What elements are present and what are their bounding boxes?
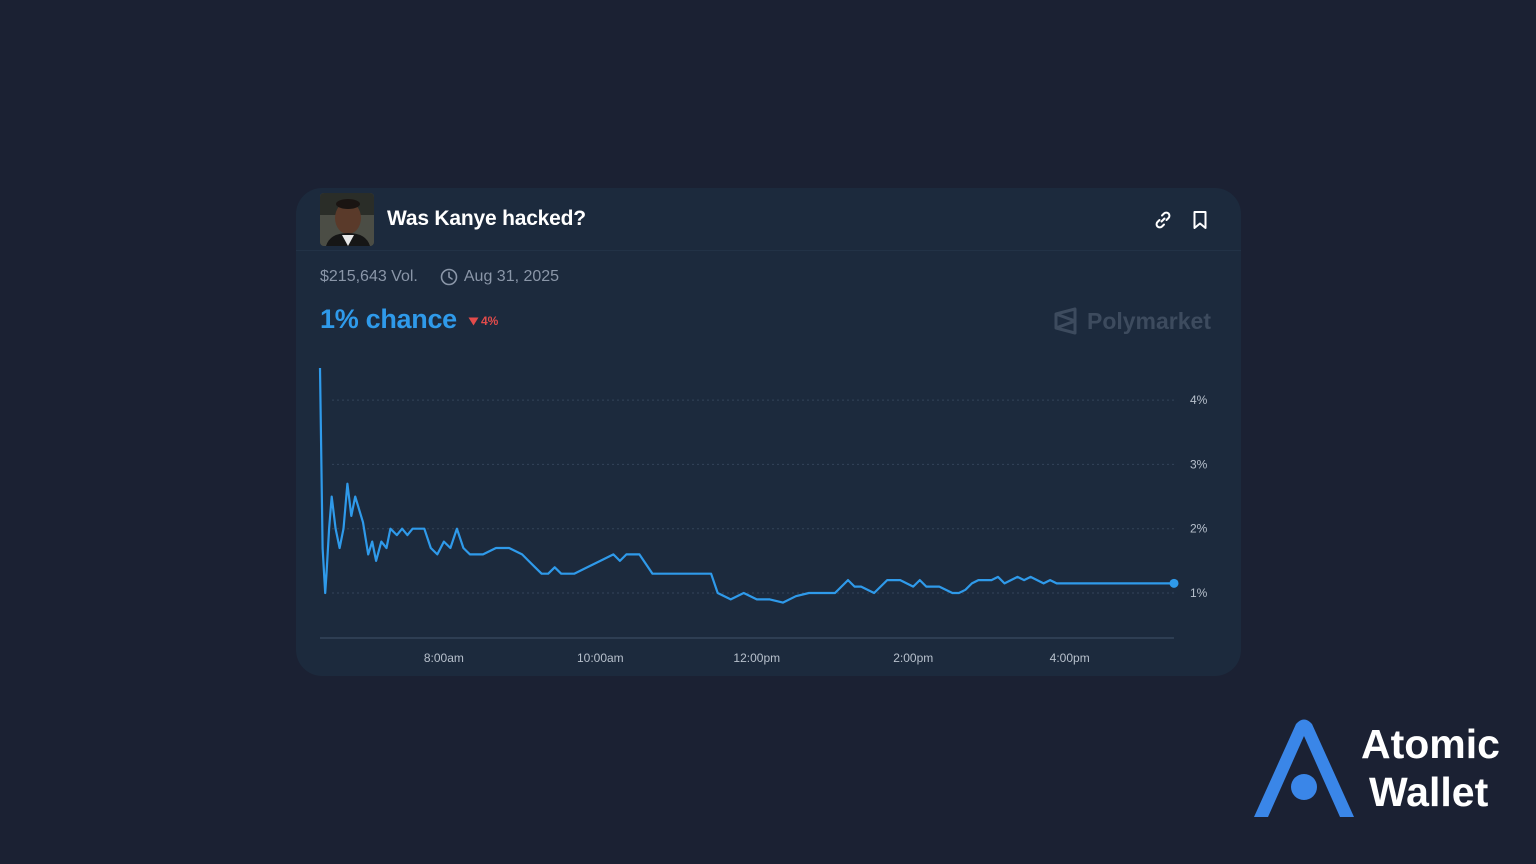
series-line [318, 367, 1174, 604]
change-value: 4% [481, 314, 499, 328]
clock-icon [440, 268, 458, 286]
card-header: Was Kanye hacked? [296, 188, 1241, 251]
avatar-portrait-icon [320, 193, 374, 246]
y-tick-label: 1% [1190, 586, 1208, 600]
polymarket-name: Polymarket [1086, 307, 1211, 334]
y-tick-label: 2% [1190, 522, 1208, 536]
x-tick-label: 12:00pm [733, 651, 780, 665]
atomic-wallet-logo-icon [1254, 719, 1354, 817]
market-title: Was Kanye hacked? [387, 207, 586, 230]
y-tick-label: 4% [1190, 393, 1208, 407]
price-chart: 1% 2% 3% 4% 8:00am 10:00am 12:00pm 2:00pm 4:00pm [318, 367, 1208, 665]
wordmark-line-1: Atomic [1361, 721, 1500, 767]
y-tick-label: 3% [1190, 457, 1208, 471]
bookmark-icon[interactable] [1188, 208, 1212, 232]
end-date-text: Aug 31, 2025 [463, 268, 560, 285]
x-tick-label: 8:00am [424, 651, 464, 665]
x-tick-label: 10:00am [577, 651, 624, 665]
market-avatar [320, 193, 374, 246]
down-triangle-icon [468, 317, 479, 325]
polymarket-brand: Polymarket [1053, 307, 1211, 335]
x-tick-label: 4:00pm [1050, 651, 1090, 665]
wordmark-line-2: Wallet [1369, 769, 1489, 815]
market-meta: $215,643 Vol. Aug 31, 2025 [320, 268, 559, 286]
x-tick-label: 2:00pm [893, 651, 933, 665]
volume-text: $215,643 Vol. [320, 268, 418, 285]
polymarket-logo-icon [1054, 307, 1077, 335]
change-badge: 4% [468, 314, 498, 328]
link-icon[interactable] [1151, 208, 1175, 232]
atomic-wallet-wordmark: Atomic Wallet [1361, 720, 1500, 816]
latest-point[interactable] [1169, 578, 1179, 588]
chance-value: 1% chance [320, 304, 457, 334]
market-card: 1% 2% 3% 4% 8:00am 10:00am 12:00pm 2:00pm 4:00pm… [296, 188, 1241, 676]
